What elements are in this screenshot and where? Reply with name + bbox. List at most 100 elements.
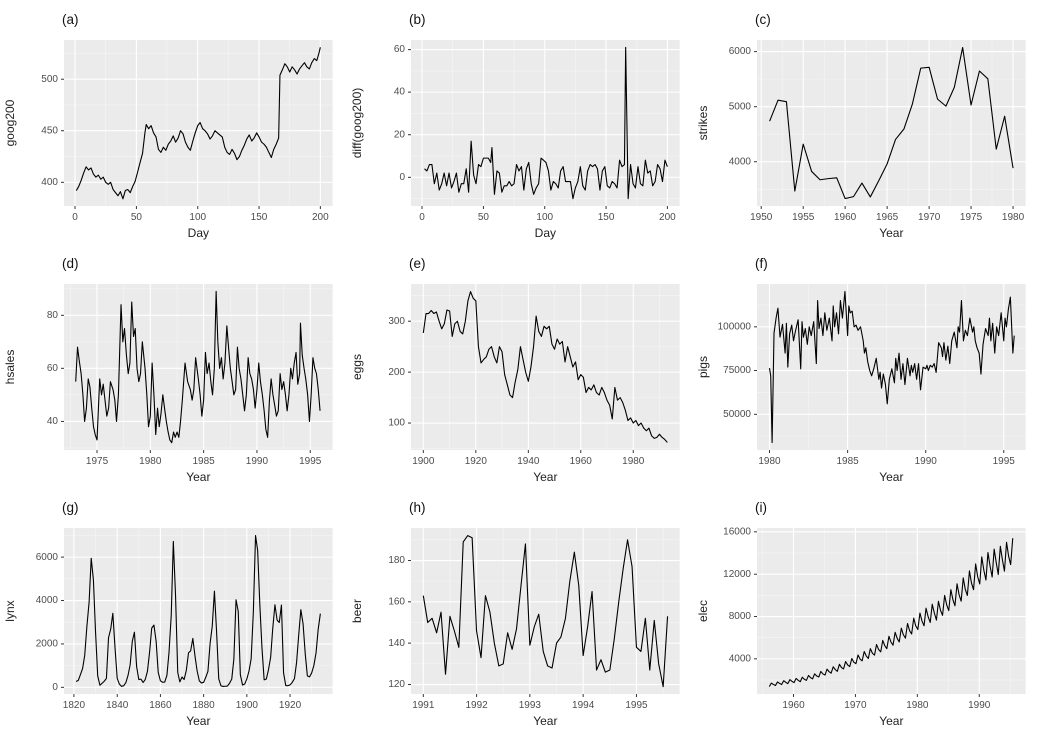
y-tick-label: 300 <box>388 316 405 327</box>
series-line <box>75 47 321 200</box>
y-tick-label: 40 <box>47 416 59 427</box>
panel-background <box>410 528 680 695</box>
panel-f: 1980 1985 1990 1995 50000 75000 100000 (f) Year p… <box>693 244 1040 488</box>
y-tick-label: 6000 <box>729 46 752 57</box>
x-axis-title: Day <box>188 226 209 240</box>
y-axis-title: strikes <box>696 106 710 141</box>
panel-background <box>757 40 1026 207</box>
y-tick-label: 120 <box>388 679 405 690</box>
panel-tag: (f) <box>755 256 768 271</box>
series-line <box>423 46 668 200</box>
chart-svg: 1960 1970 1980 1990 4000 8000 12000 16000 (i) Yea… <box>696 500 1026 728</box>
panel-background <box>410 40 680 207</box>
y-axis-title: hsales <box>3 350 17 385</box>
x-tick-label: 50 <box>131 212 143 223</box>
y-tick-label: 75000 <box>724 365 752 376</box>
x-tick-label: 1985 <box>193 456 216 467</box>
chart-svg: 1900 1920 1940 1960 1980 100 200 300 (e) Year eggs <box>350 256 680 484</box>
x-tick-label: 1860 <box>149 700 172 711</box>
x-tick-label: 1960 <box>569 456 592 467</box>
y-tick-label: 40 <box>394 87 406 98</box>
y-tick-label: 60 <box>47 363 59 374</box>
chart-svg: 0 50 100 150 200 0 20 40 60 (b) Day diff(goog200) <box>350 12 680 240</box>
y-axis-title: elec <box>696 600 710 622</box>
series-line <box>769 538 1014 687</box>
x-tick-label: 1993 <box>518 700 541 711</box>
x-tick-label: 1960 <box>834 212 857 223</box>
panel-h: 1991 1992 1993 1994 1995 120 140 160 180 (h) Year b… <box>347 488 694 732</box>
panel-g: 1820 1840 1860 1880 1900 1920 0 2000 4000 6000 (g)… <box>0 488 347 732</box>
y-tick-label: 400 <box>41 177 58 188</box>
x-axis-title: Year <box>533 714 557 728</box>
x-tick-label: 1980 <box>1002 212 1025 223</box>
series-line <box>75 290 321 444</box>
x-tick-label: 1900 <box>412 456 435 467</box>
x-tick-label: 1975 <box>86 456 109 467</box>
x-tick-label: 0 <box>419 212 425 223</box>
x-tick-label: 1980 <box>759 456 782 467</box>
panel-tag: (g) <box>62 500 78 515</box>
x-tick-label: 1995 <box>299 456 322 467</box>
panel-b: 0 50 100 150 200 0 20 40 60 (b) Day diff(goog200) <box>347 0 694 244</box>
series-line <box>422 291 668 443</box>
y-tick-label: 450 <box>41 125 58 136</box>
y-tick-label: 100 <box>388 418 405 429</box>
panel-tag: (e) <box>409 256 426 271</box>
x-tick-label: 1970 <box>918 212 941 223</box>
series-line <box>769 46 1014 200</box>
x-tick-label: 1970 <box>845 700 868 711</box>
y-tick-label: 160 <box>388 597 405 608</box>
x-axis-title: Year <box>880 470 904 484</box>
y-tick-label: 180 <box>388 555 405 566</box>
panel-d: 1975 1980 1985 1990 1995 40 60 80 (d) Year hsales <box>0 244 347 488</box>
x-axis-title: Day <box>534 226 555 240</box>
x-tick-label: 100 <box>189 212 206 223</box>
x-tick-label: 1900 <box>236 700 259 711</box>
x-tick-label: 1994 <box>572 700 595 711</box>
chart-svg: 0 50 100 150 200 400 450 500 (a) Day goog200 <box>3 12 333 240</box>
x-tick-label: 100 <box>536 212 553 223</box>
y-axis-title: lynx <box>3 600 17 621</box>
panel-background <box>757 528 1026 695</box>
x-tick-label: 1990 <box>968 700 991 711</box>
y-tick-label: 4000 <box>729 654 752 665</box>
x-tick-label: 1950 <box>750 212 773 223</box>
x-tick-label: 150 <box>251 212 268 223</box>
y-tick-label: 50000 <box>724 409 752 420</box>
x-tick-label: 1990 <box>915 456 938 467</box>
x-tick-label: 1980 <box>907 700 930 711</box>
x-tick-label: 200 <box>659 212 676 223</box>
panel-e: 1900 1920 1940 1960 1980 100 200 300 (e) Year eggs <box>347 244 694 488</box>
y-tick-label: 6000 <box>36 552 59 563</box>
x-tick-label: 1980 <box>139 456 162 467</box>
y-tick-label: 16000 <box>724 527 752 538</box>
panel-i: 1960 1970 1980 1990 4000 8000 12000 16000 (i) Yea… <box>693 488 1040 732</box>
x-tick-label: 1985 <box>837 456 860 467</box>
x-axis-title: Year <box>533 470 557 484</box>
x-tick-label: 1991 <box>412 700 435 711</box>
x-tick-label: 1965 <box>876 212 899 223</box>
x-axis-title: Year <box>880 714 904 728</box>
y-tick-label: 2000 <box>36 639 59 650</box>
y-tick-label: 5000 <box>729 101 752 112</box>
x-tick-label: 150 <box>597 212 614 223</box>
series-line <box>75 535 321 688</box>
panel-c: 1950 1955 1960 1965 1970 1975 1980 4000 5000 6000… <box>693 0 1040 244</box>
x-tick-label: 200 <box>312 212 329 223</box>
panel-tag: (b) <box>409 12 426 27</box>
x-tick-label: 1980 <box>622 456 645 467</box>
x-axis-title: Year <box>186 714 210 728</box>
x-tick-label: 1992 <box>465 700 488 711</box>
panel-tag: (a) <box>62 12 78 27</box>
panel-background <box>64 40 333 207</box>
panel-tag: (c) <box>755 12 771 27</box>
panel-background <box>64 528 333 695</box>
panel-background <box>410 284 680 451</box>
chart-svg: 1980 1985 1990 1995 50000 75000 100000 (f) Year p… <box>696 256 1026 484</box>
y-tick-label: 12000 <box>724 569 752 580</box>
y-axis-title: diff(goog200) <box>350 88 364 159</box>
y-tick-label: 20 <box>394 129 406 140</box>
y-axis-title: beer <box>350 599 364 623</box>
x-tick-label: 1995 <box>993 456 1016 467</box>
